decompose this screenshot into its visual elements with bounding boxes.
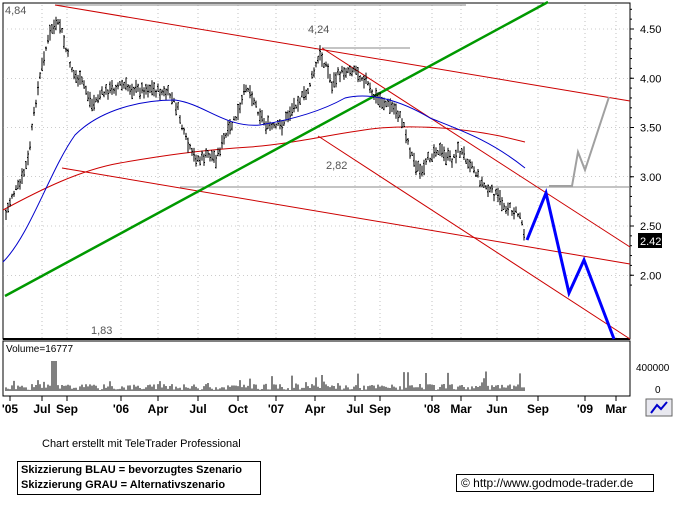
legend-blue-text: Skizzierung BLAU = bevorzugtes Szenario	[21, 464, 242, 476]
x-tick-label: '08	[424, 402, 441, 416]
x-tick-label: Jul	[189, 402, 206, 416]
legend-gray-text: Skizzierung GRAU = Alternativszenario	[21, 479, 226, 491]
horizontal-gridlines	[3, 28, 630, 276]
x-tick-label: Mar	[450, 402, 472, 416]
label-2-82: 2,82	[326, 160, 347, 172]
x-tick-label: '06	[113, 402, 130, 416]
red-moving-average	[2, 126, 526, 211]
y-tick-label: 2.00	[640, 270, 661, 282]
x-axis: '05 Jul Sep '06 Apr Jul Oct '07 Apr Jul Sep '08 Mar J…	[2, 396, 627, 416]
x-tick-label: '05	[2, 402, 19, 416]
price-bars	[5, 16, 525, 241]
volume-bars	[5, 361, 525, 391]
y-tick-label: 3.00	[640, 172, 661, 184]
blue-moving-average	[2, 95, 526, 263]
red-trendline-lower	[61, 167, 631, 265]
volume-tick-400000: 400000	[636, 363, 670, 374]
price-panel	[2, 2, 631, 340]
volume-label: Volume=16777	[6, 344, 73, 355]
label-low: 1,83	[91, 325, 112, 337]
x-tick-label: Jul	[33, 402, 50, 416]
x-tick-label: '07	[268, 402, 285, 416]
red-trendline-channel-bottom	[317, 135, 631, 340]
red-trendlines	[54, 4, 631, 340]
x-tick-label: Apr	[148, 402, 169, 416]
x-tick-label: Sep	[527, 402, 549, 416]
last-price-tag	[638, 233, 662, 248]
x-tick-label: Sep	[56, 402, 78, 416]
label-4-24: 4,24	[308, 24, 329, 36]
red-trendline-upper	[54, 4, 631, 102]
label-high: 4,84	[5, 5, 26, 17]
x-tick-label: Jul	[346, 402, 363, 416]
x-tick-label: '09	[577, 402, 594, 416]
blue-scenario-projection	[525, 188, 616, 340]
scenario-legend: Skizzierung BLAU = bevorzugtes Szenario …	[17, 461, 261, 495]
chart-credit: Chart erstellt mit TeleTrader Profession…	[42, 438, 241, 450]
last-price-value: 2.42	[640, 236, 661, 248]
y-tick-label: 4.50	[640, 24, 661, 36]
gray-scenario-projection	[549, 96, 610, 187]
x-tick-label: Sep	[369, 402, 391, 416]
x-tick-label: Apr	[305, 402, 326, 416]
trend-tool-icon	[650, 401, 668, 414]
green-trendline	[4, 0, 549, 298]
x-tick-label: Mar	[605, 402, 627, 416]
source-url[interactable]: © http://www.godmode-trader.de	[456, 474, 654, 492]
x-tick-label: Oct	[228, 402, 248, 416]
volume-tick-0: 0	[655, 385, 661, 396]
y-tick-label: 2.50	[640, 221, 661, 233]
red-trendline-channel-top	[321, 47, 631, 248]
y-tick-label: 4.00	[640, 73, 661, 85]
y-tick-label: 3.50	[640, 123, 661, 135]
x-tick-label: Jun	[486, 402, 507, 416]
y-axis: 4.50 4.00 3.50 3.00 2.50 2.00	[630, 8, 661, 286]
